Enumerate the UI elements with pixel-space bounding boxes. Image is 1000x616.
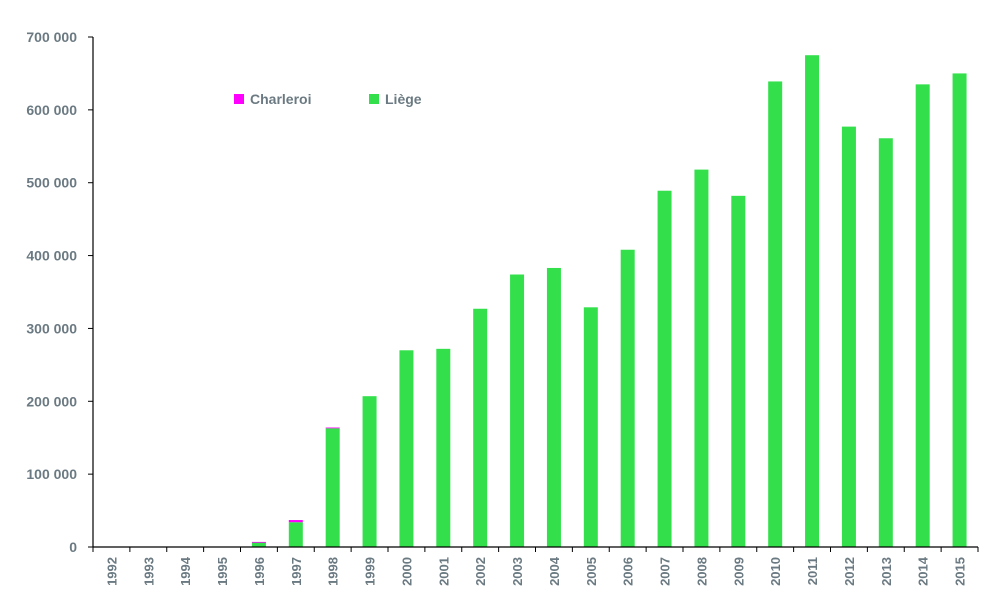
bar-liege-2000 (399, 350, 414, 547)
bar-liege-2005 (583, 307, 598, 547)
legend-item-liege: Liège (369, 91, 422, 107)
x-tick-label: 1994 (178, 556, 193, 586)
bar-charleroi-1997 (288, 520, 303, 523)
bar-liege-2011 (805, 55, 820, 547)
y-axis-ticks: 0 100 000 200 000 300 000 400 000 500 000 600 … (26, 29, 93, 555)
x-tick-label: 1998 (326, 557, 341, 586)
x-tick-label: 2006 (621, 557, 636, 586)
bar-liege-2002 (473, 308, 488, 547)
legend-item-charleroi: Charleroi (234, 91, 311, 107)
x-tick-label: 1992 (104, 557, 119, 586)
x-tick-label: 1999 (363, 557, 378, 586)
bar-charleroi-1998 (325, 427, 340, 429)
x-tick-label: 2007 (658, 557, 673, 586)
bars-group (251, 55, 967, 548)
legend: Charleroi Liège (234, 91, 422, 107)
bar-liege-2007 (657, 190, 672, 547)
bar-liege-2004 (546, 267, 561, 547)
bar-liege-2003 (510, 274, 525, 547)
x-axis-ticks: 1992 1993 1994 1995 1996 1997 1998 1999 2000 2001… (92, 547, 979, 586)
legend-label-liege: Liège (385, 91, 422, 107)
bar-liege-2006 (620, 249, 635, 547)
y-tick-label: 700 000 (26, 29, 77, 45)
bar-liege-2010 (768, 81, 783, 547)
y-tick-label: 400 000 (26, 248, 77, 264)
y-tick-label: 100 000 (26, 466, 77, 482)
y-tick-label: 600 000 (26, 102, 77, 118)
x-tick-label: 2008 (694, 557, 709, 586)
bar-liege-1997 (288, 522, 303, 547)
bar-liege-2009 (731, 195, 746, 548)
x-tick-label: 1993 (141, 557, 156, 586)
x-tick-label: 2013 (879, 557, 894, 586)
x-tick-label: 2015 (953, 557, 968, 586)
x-tick-label: 1995 (215, 557, 230, 586)
y-tick-label: 200 000 (26, 393, 77, 409)
bar-liege-2008 (694, 169, 709, 547)
x-tick-label: 2002 (473, 557, 488, 586)
x-tick-label: 2009 (731, 557, 746, 586)
x-tick-label: 2010 (768, 557, 783, 586)
x-tick-label: 2004 (547, 556, 562, 586)
x-tick-label: 2003 (510, 557, 525, 586)
x-tick-label: 2014 (916, 556, 931, 586)
bar-liege-1998 (325, 428, 340, 547)
bar-liege-2015 (952, 73, 967, 547)
y-tick-label: 500 000 (26, 175, 77, 191)
x-tick-label: 2001 (436, 557, 451, 586)
legend-label-charleroi: Charleroi (250, 91, 311, 107)
x-tick-label: 2005 (584, 557, 599, 586)
bar-liege-1996 (251, 542, 266, 547)
bar-liege-2001 (436, 348, 451, 547)
legend-swatch-liege (369, 94, 379, 104)
x-tick-label: 1997 (289, 557, 304, 586)
bar-liege-1999 (362, 396, 377, 547)
x-tick-label: 2000 (399, 557, 414, 586)
x-tick-label: 2011 (805, 557, 820, 585)
bar-liege-2013 (878, 138, 893, 547)
bar-liege-2014 (915, 84, 930, 547)
bar-liege-2012 (841, 126, 856, 547)
bar-charleroi-1996 (251, 541, 266, 543)
x-tick-label: 2012 (842, 557, 857, 586)
x-tick-label: 1996 (252, 557, 267, 586)
legend-swatch-charleroi (234, 94, 244, 104)
y-tick-label: 300 000 (26, 320, 77, 336)
y-tick-label: 0 (69, 539, 77, 555)
